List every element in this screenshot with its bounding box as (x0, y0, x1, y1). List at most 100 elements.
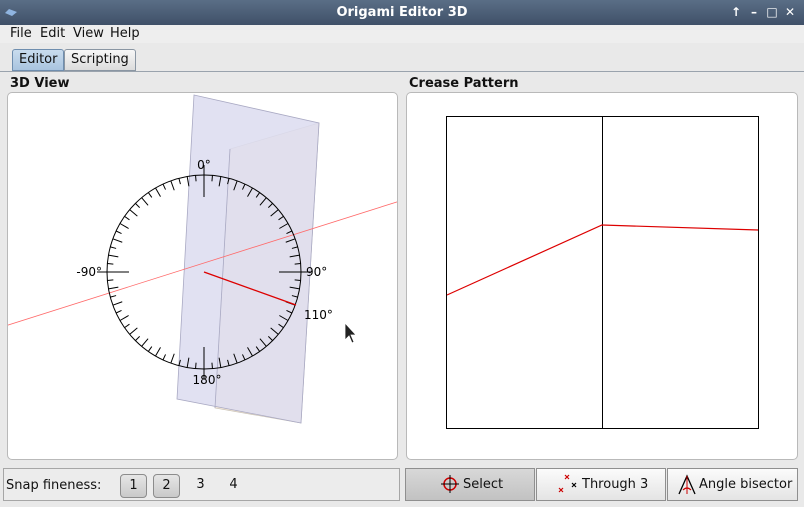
snap-option-2[interactable]: 2 (153, 474, 180, 498)
protractor-tick (141, 338, 149, 347)
angle-label-90: 90° (306, 265, 327, 279)
protractor-tick (147, 346, 153, 352)
crosshair-icon (441, 475, 459, 493)
tab-editor[interactable]: Editor (12, 49, 65, 71)
protractor-tick (233, 353, 238, 364)
protractor-tick (294, 263, 301, 265)
view3d-scene[interactable]: 0° 90° 180° -90° 110° (8, 93, 398, 460)
protractor-tick (247, 347, 253, 357)
minimize-icon[interactable]: – (751, 5, 757, 19)
protractor-tick (108, 254, 119, 258)
angle-bisector-tool-button[interactable]: Angle bisector (667, 468, 798, 501)
angle-label-0: 0° (197, 158, 211, 172)
menu-edit[interactable]: Edit (40, 26, 66, 41)
protractor-tick (278, 323, 284, 329)
protractor-tick (162, 183, 166, 190)
protractor-tick (233, 180, 238, 191)
keep-above-icon[interactable]: ↑ (730, 5, 742, 19)
protractor-tick (259, 338, 267, 347)
mouse-cursor-icon (344, 321, 357, 344)
angle-needle[interactable] (203, 271, 297, 306)
protractor-tick (115, 230, 122, 234)
protractor-tick (112, 301, 123, 306)
protractor-tick (270, 209, 279, 217)
angle-bisector-icon (678, 474, 696, 495)
protractor-tick (285, 238, 296, 243)
snap-option-1[interactable]: 1 (120, 474, 147, 498)
protractor-tick (162, 354, 166, 361)
protractor-tick (218, 357, 222, 368)
protractor-tick (108, 286, 119, 290)
protractor-tick (279, 315, 289, 321)
protractor-tick (270, 327, 279, 335)
protractor-tick (227, 359, 230, 366)
crease-line[interactable] (446, 224, 759, 296)
protractor-tick (286, 310, 293, 314)
protractor-tick (186, 176, 190, 187)
protractor-tick (211, 362, 213, 369)
protractor-tick (115, 310, 122, 314)
menu-file[interactable]: File (10, 26, 32, 41)
protractor-tick (289, 254, 300, 258)
current-angle-label: 110° (304, 308, 333, 322)
view3d-canvas[interactable]: 0° 90° 180° -90° 110° (7, 92, 398, 460)
protractor-tick (242, 183, 246, 190)
snap-fineness-group: Snap fineness: 1 2 3 4 (3, 468, 400, 501)
tab-bar: Editor Scripting (0, 44, 804, 72)
close-icon[interactable]: ✕ (784, 5, 796, 19)
protractor-tick (124, 215, 130, 221)
through-3-tool-button[interactable]: Through 3 (536, 468, 666, 501)
select-tool-button[interactable]: Select (405, 468, 535, 501)
maximize-icon[interactable]: □ (766, 5, 778, 19)
protractor-tick (110, 295, 117, 298)
protractor-tick (110, 246, 117, 249)
protractor-tick (255, 192, 261, 198)
protractor-tick (170, 180, 175, 191)
protractor-tick (107, 263, 114, 265)
crease-pattern-scene[interactable] (407, 93, 798, 460)
protractor-tick (135, 203, 141, 209)
crease-pattern-canvas[interactable] (406, 92, 798, 460)
snap-option-3[interactable]: 3 (196, 477, 205, 492)
protractor-tick (107, 279, 114, 281)
snap-option-4[interactable]: 4 (229, 477, 238, 492)
bottom-toolbar: Snap fineness: 1 2 3 4 Select Through 3 … (0, 466, 804, 507)
protractor-tick (155, 347, 161, 357)
menu-bar: File Edit View Help (0, 25, 804, 43)
protractor-tick (218, 176, 222, 187)
protractor-tick (124, 323, 130, 329)
protractor-tick (178, 359, 181, 366)
angle-bisector-tool-label: Angle bisector (699, 477, 793, 492)
protractor-tick (186, 357, 190, 368)
protractor-tick (211, 175, 213, 182)
protractor-tick (291, 295, 298, 298)
menu-view[interactable]: View (73, 26, 104, 41)
three-points-icon (558, 474, 577, 493)
protractor-tick (267, 335, 273, 341)
protractor-tick (129, 327, 138, 335)
protractor-tick (119, 315, 129, 321)
protractor-tick (129, 209, 138, 217)
title-bar: Origami Editor 3D ↑ – □ ✕ (0, 0, 804, 25)
view3d-title: 3D View (10, 76, 70, 91)
protractor-dial[interactable] (97, 165, 311, 379)
fold-guide-line (8, 201, 397, 326)
protractor-tick (294, 279, 301, 281)
protractor-tick (178, 178, 181, 185)
protractor-tick (227, 178, 230, 185)
protractor-tick (291, 246, 298, 249)
angle-label-180: 180° (193, 373, 222, 387)
protractor-tick (289, 286, 300, 290)
app-icon (5, 9, 17, 16)
protractor-tick (278, 215, 284, 221)
protractor-tick (141, 197, 149, 206)
protractor-tick (119, 223, 129, 229)
protractor-tick (242, 354, 246, 361)
protractor-tick (155, 187, 161, 197)
menu-help[interactable]: Help (110, 26, 140, 41)
protractor-tick (170, 353, 175, 364)
tab-scripting[interactable]: Scripting (64, 49, 136, 71)
protractor-tick (195, 175, 197, 182)
protractor-tick (112, 238, 123, 243)
window-title: Origami Editor 3D (336, 5, 468, 20)
